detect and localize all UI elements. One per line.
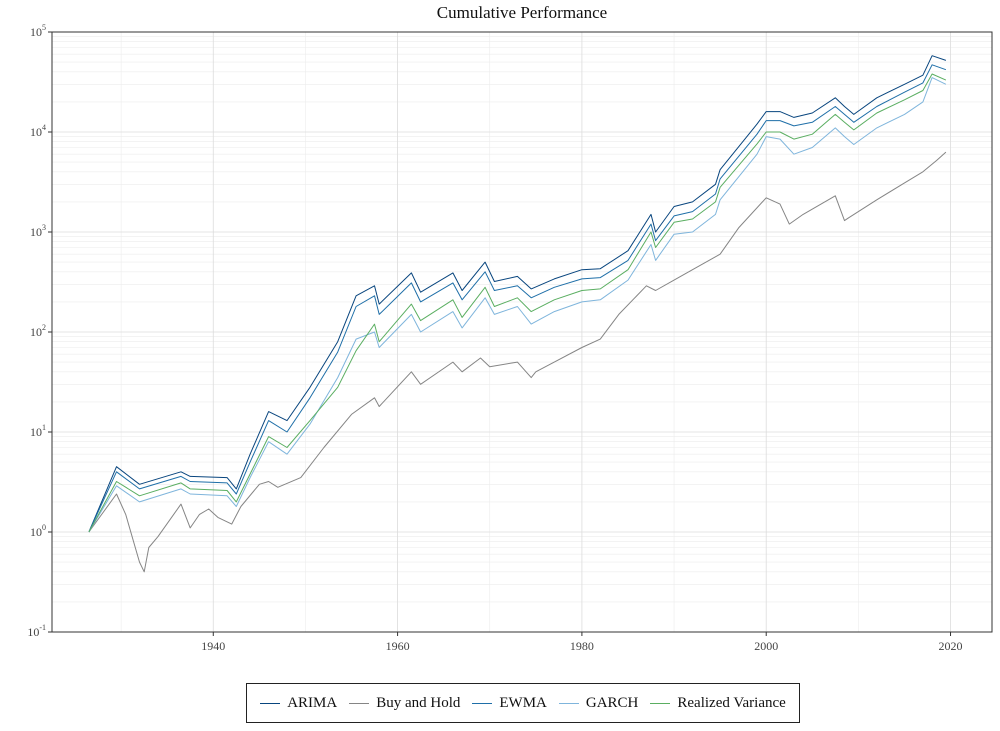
legend-label: Buy and Hold — [376, 695, 460, 712]
legend-item: GARCH — [559, 695, 639, 712]
legend-item: ARIMA — [260, 695, 337, 712]
x-tick-label: 1960 — [386, 639, 410, 653]
x-axis: 1940 1960 1980 2000 2020 — [201, 632, 962, 653]
legend-label: EWMA — [499, 695, 547, 712]
y-tick-label: 102 — [30, 323, 46, 339]
y-tick-label: 10-1 — [27, 623, 46, 639]
legend-label: GARCH — [586, 695, 639, 712]
legend-item: Realized Variance — [650, 695, 785, 712]
series-line-garch — [89, 78, 946, 532]
chart-title: Cumulative Performance — [437, 3, 607, 22]
x-tick-label: 1980 — [570, 639, 594, 653]
x-tick-label: 2020 — [939, 639, 963, 653]
y-tick-base: 10 — [30, 325, 42, 339]
y-tick-exponent: 0 — [42, 523, 46, 532]
x-tick-label: 1940 — [201, 639, 225, 653]
legend-item: Buy and Hold — [349, 695, 460, 712]
legend-swatch — [349, 703, 369, 704]
y-tick-exponent: 5 — [42, 23, 46, 32]
y-tick-base: 10 — [30, 425, 42, 439]
y-tick-exponent: 2 — [42, 323, 46, 332]
y-tick-label: 101 — [30, 423, 46, 439]
series-line-arima — [89, 56, 946, 532]
y-tick-exponent: 4 — [42, 123, 46, 132]
y-tick-base: 10 — [30, 525, 42, 539]
y-tick-base: 10 — [30, 25, 42, 39]
y-tick-label: 103 — [30, 223, 46, 239]
legend-swatch — [260, 703, 280, 704]
legend-label: Realized Variance — [677, 695, 785, 712]
legend-item: EWMA — [472, 695, 547, 712]
legend-swatch — [559, 703, 579, 704]
y-tick-exponent: -1 — [39, 623, 46, 632]
major-gridlines — [52, 32, 992, 632]
series-lines — [89, 56, 946, 572]
chart-legend: ARIMA Buy and Hold EWMA GARCH Realized Varia… — [246, 683, 800, 723]
y-tick-label: 105 — [30, 23, 46, 39]
y-tick-exponent: 3 — [42, 223, 46, 232]
y-tick-base: 10 — [27, 625, 39, 639]
legend-swatch — [650, 703, 670, 704]
y-tick-label: 104 — [30, 123, 46, 139]
x-tick-label: 2000 — [754, 639, 778, 653]
y-tick-base: 10 — [30, 225, 42, 239]
y-tick-exponent: 1 — [42, 423, 46, 432]
legend-swatch — [472, 703, 492, 704]
legend-label: ARIMA — [287, 695, 337, 712]
y-tick-label: 100 — [30, 523, 46, 539]
y-tick-base: 10 — [30, 125, 42, 139]
